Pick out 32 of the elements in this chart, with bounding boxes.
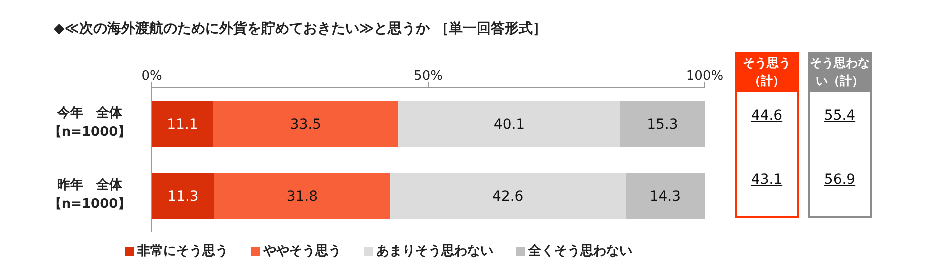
legend-label: あまりそう思わない	[376, 243, 494, 260]
data-label: 31.8	[286, 188, 318, 205]
data-label: 42.6	[492, 188, 524, 205]
bar	[626, 173, 705, 219]
bar	[213, 101, 399, 147]
chart-title: ◆≪次の海外渡航のために外貨を貯めておきたい≫と思うか ［単一回答形式］	[54, 20, 547, 38]
bar	[620, 101, 705, 147]
legend-label: 非常にそう思う	[136, 243, 228, 260]
data-label: 33.5	[290, 116, 322, 133]
data-label: 14.3	[650, 188, 682, 205]
data-label: 11.3	[168, 188, 199, 205]
data-label: 11.1	[167, 116, 198, 133]
bar	[214, 173, 390, 219]
x-tick-label: 100%	[686, 69, 724, 84]
bar	[398, 101, 620, 147]
text: そう思う（計）	[735, 52, 799, 92]
legend-label: ややそう思う	[262, 243, 342, 260]
y-tick-label: 今年 全体【n=1000】	[48, 105, 132, 142]
y-tick-label: 昨年 全体【n=1000】	[48, 177, 132, 214]
bar	[152, 101, 214, 147]
bar	[390, 173, 626, 219]
data-label: 15.3	[647, 116, 678, 133]
data-label: 40.1	[494, 116, 526, 133]
text: そう思わない（計）	[808, 52, 872, 92]
text: 44.6	[750, 108, 784, 124]
legend-label: 全くそう思わない	[528, 243, 632, 260]
text: 55.4	[823, 108, 857, 124]
text: 56.9	[823, 172, 857, 188]
x-tick-label: 0%	[142, 69, 162, 84]
text: 43.1	[750, 172, 784, 188]
x-tick-label: 50%	[414, 69, 443, 84]
bar	[152, 173, 214, 219]
